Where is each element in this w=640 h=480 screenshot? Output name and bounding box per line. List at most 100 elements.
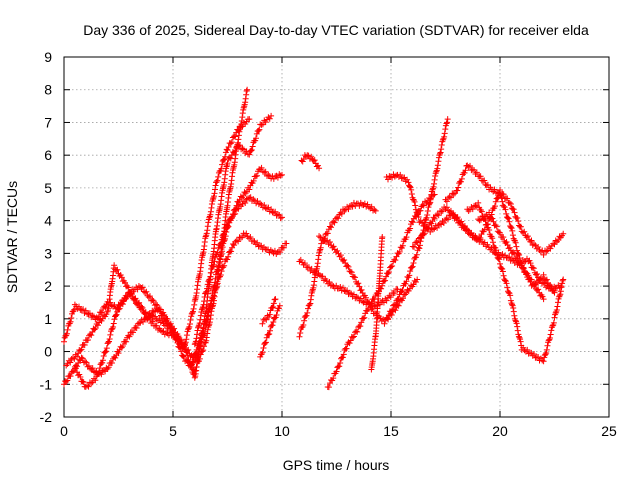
data-point-marker [261,315,268,322]
data-point-marker [420,231,427,238]
data-point-marker [517,338,524,345]
data-point-marker [434,224,441,231]
data-point-marker [469,206,476,213]
data-point-marker [72,365,79,372]
data-point-marker [507,292,514,299]
data-point-marker [67,359,74,366]
data-point-marker [549,322,556,329]
data-point-marker [532,354,539,361]
data-series [61,86,567,391]
data-point-marker [436,220,443,227]
data-point-marker [478,208,485,215]
data-point-marker [320,234,327,241]
data-point-marker [500,234,507,241]
data-point-marker [316,272,323,279]
data-point-marker [475,216,482,223]
data-point-marker [404,176,411,183]
data-point-marker [122,279,129,286]
data-point-marker [213,269,220,276]
data-point-marker [185,325,192,332]
data-point-marker [318,240,325,247]
data-point-marker [327,282,334,289]
data-point-marker [78,346,85,353]
data-point-marker [203,334,210,341]
data-point-marker [110,320,117,327]
data-point-marker [217,272,224,279]
series-pass-h [259,296,279,327]
data-point-marker [506,218,513,225]
data-point-marker [186,323,193,330]
data-point-marker [490,218,497,225]
data-point-marker [189,309,196,316]
data-point-marker [163,329,170,336]
data-point-marker [435,222,442,229]
data-point-marker [438,208,445,215]
data-point-marker [493,247,500,254]
data-point-marker [502,277,509,284]
data-point-marker [227,155,234,162]
data-point-marker [91,326,98,333]
data-point-marker [220,264,227,271]
data-point-marker [554,303,561,310]
data-point-marker [224,160,231,167]
y-axis-label: SDTVAR / TECUs [4,181,20,293]
data-point-marker [515,218,522,225]
data-point-marker [203,317,210,324]
data-point-marker [503,239,510,246]
data-point-marker [355,294,362,301]
data-point-marker [340,284,347,291]
data-point-marker [338,210,345,217]
data-point-marker [95,313,102,320]
data-point-marker [253,130,260,137]
data-point-marker [424,212,431,219]
data-point-marker [210,295,217,302]
data-point-marker [258,164,265,171]
data-point-marker [106,336,113,343]
data-point-marker [341,257,348,264]
data-point-marker [393,253,400,260]
data-point-marker [257,200,264,207]
data-point-marker [197,316,204,323]
data-point-marker [82,307,89,314]
y-tick-label: 9 [44,49,52,65]
data-point-marker [208,269,215,276]
series-pass-k [296,199,379,340]
data-point-marker [540,251,547,258]
data-point-marker [438,141,445,148]
data-point-marker [427,199,434,206]
data-point-marker [232,133,239,140]
data-point-marker [301,260,308,267]
x-tick-label: 5 [169,423,177,439]
data-point-marker [326,279,333,286]
data-point-marker [537,275,544,282]
data-point-marker [217,252,224,259]
data-point-marker [183,332,190,339]
data-point-marker [539,293,546,300]
data-point-marker [193,331,200,338]
data-point-marker [253,172,260,179]
data-point-marker [270,319,277,326]
data-point-marker [535,279,542,286]
data-point-marker [204,223,211,230]
data-point-marker [139,284,146,291]
data-point-marker [221,262,228,269]
data-point-marker [273,212,280,219]
data-point-marker [431,215,438,222]
data-point-marker [348,290,355,297]
data-point-marker [520,265,527,272]
data-point-marker [360,202,367,209]
plot-area-border [63,56,610,418]
x-tick-label: 25 [601,423,617,439]
data-point-marker [495,189,502,196]
data-point-marker [167,320,174,327]
data-point-marker [505,289,512,296]
data-point-marker [255,127,262,134]
data-point-marker [208,204,215,211]
data-point-marker [301,317,308,324]
data-point-marker [513,243,520,250]
data-point-marker [346,203,353,210]
data-point-marker [88,332,95,339]
data-point-marker [387,294,394,301]
data-point-marker [557,288,564,295]
data-point-marker [525,350,532,357]
